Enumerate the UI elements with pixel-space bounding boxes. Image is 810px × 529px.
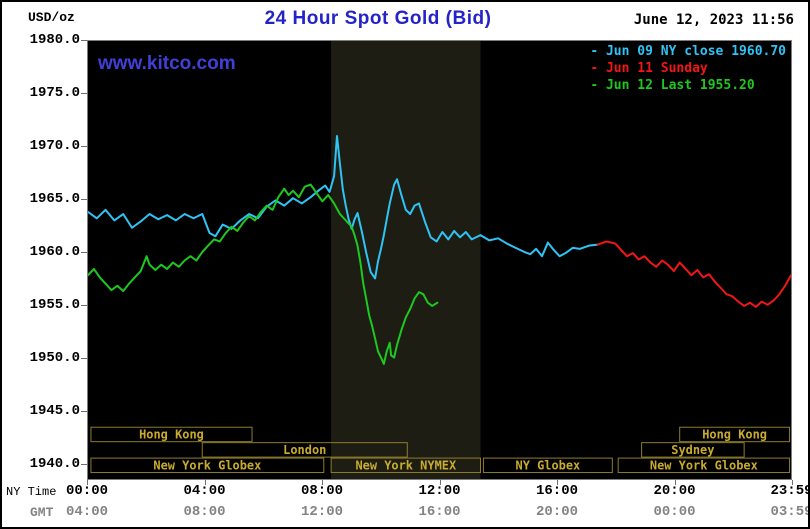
x-axis-label-ny: 12:00 (418, 483, 461, 499)
y-axis-tick (81, 93, 87, 94)
x-axis-label-gmt: 04:00 (65, 504, 109, 520)
y-axis-tick (81, 358, 87, 359)
session-box (482, 457, 613, 474)
x-axis-tick (557, 480, 558, 485)
ny-time-axis-label: NY Time (6, 485, 57, 499)
y-axis-label: 1955.0 (29, 297, 80, 313)
session-label: Sydney (671, 443, 714, 457)
x-axis-tick (439, 480, 441, 485)
x-axis-label-gmt: 08:00 (183, 504, 226, 520)
x-axis-tick (322, 480, 323, 485)
series-line (596, 240, 791, 308)
x-axis-label-gmt: 00:00 (653, 504, 696, 520)
session-label: Hong Kong (139, 428, 204, 442)
series-line (88, 183, 439, 365)
y-axis-label: 1965.0 (29, 191, 80, 207)
session-box (90, 426, 253, 443)
x-axis-label-gmt: 03:59 (770, 504, 810, 520)
y-axis-tick (81, 252, 87, 253)
page-title: 24 Hour Spot Gold (Bid) (264, 8, 492, 29)
x-axis-label-gmt: 20:00 (535, 504, 579, 520)
session-label: Hong Kong (702, 428, 767, 442)
y-axis-label: 1970.0 (29, 138, 80, 154)
session-label: New York Globex (153, 459, 261, 473)
x-axis-tick (204, 480, 206, 485)
series-line (88, 134, 599, 280)
session-label: London (283, 443, 326, 457)
x-axis-tick (791, 480, 793, 485)
y-axis-tick (81, 40, 87, 41)
y-axis-tick (81, 146, 87, 147)
x-axis-tick (87, 480, 88, 485)
y-axis-tick (81, 411, 87, 412)
y-axis-label: 1960.0 (29, 244, 80, 260)
session-box (201, 442, 408, 458)
x-axis-label-ny: 23:59 (770, 483, 810, 499)
session-box (641, 442, 745, 458)
y-axis-tick (81, 199, 87, 200)
legend-entry: - Jun 09 NY close 1960.70 (590, 44, 786, 59)
plot-area: Hong Kong London New York Globex New York N… (87, 40, 792, 480)
gmt-axis-label: GMT (30, 505, 54, 520)
x-axis-label-ny: 16:00 (535, 483, 579, 499)
session-label: NY Globex (516, 459, 581, 473)
y-axis-tick (81, 305, 87, 306)
y-axis-label: 1980.0 (29, 32, 80, 48)
x-axis-label-ny: 04:00 (183, 483, 226, 499)
session-box (617, 457, 791, 474)
x-axis-label-ny: 08:00 (300, 483, 344, 499)
datetime-label: June 12, 2023 11:56 (633, 12, 794, 28)
x-axis-label-gmt: 12:00 (300, 504, 344, 520)
kitco-watermark: www.kitco.com (98, 53, 236, 74)
legend-entry: - Jun 12 Last 1955.20 (590, 78, 755, 93)
session-shade-band (331, 41, 481, 479)
session-box (90, 457, 325, 474)
legend-entry: - Jun 11 Sunday (590, 61, 708, 76)
y-axis-tick (81, 464, 87, 465)
session-box (330, 457, 482, 474)
y-axis-label: 1975.0 (29, 85, 80, 101)
y-axis-label: 1950.0 (29, 350, 80, 366)
session-label: New York Globex (650, 459, 758, 473)
session-label: New York NYMEX (355, 459, 457, 473)
x-axis-label-gmt: 16:00 (418, 504, 461, 520)
x-axis-label-ny: 00:00 (65, 483, 109, 499)
legend: - Jun 09 NY close 1960.70 - Jun 11 Sunday… (590, 43, 786, 94)
y-axis-label: 1945.0 (29, 403, 80, 419)
y-axis-label: 1940.0 (29, 456, 80, 472)
session-box (679, 426, 791, 443)
x-axis-label-ny: 20:00 (653, 483, 696, 499)
units-label: USD/oz (28, 10, 75, 25)
price-series-svg: Hong Kong London New York Globex New York N… (88, 41, 791, 479)
x-axis-tick (674, 480, 676, 485)
